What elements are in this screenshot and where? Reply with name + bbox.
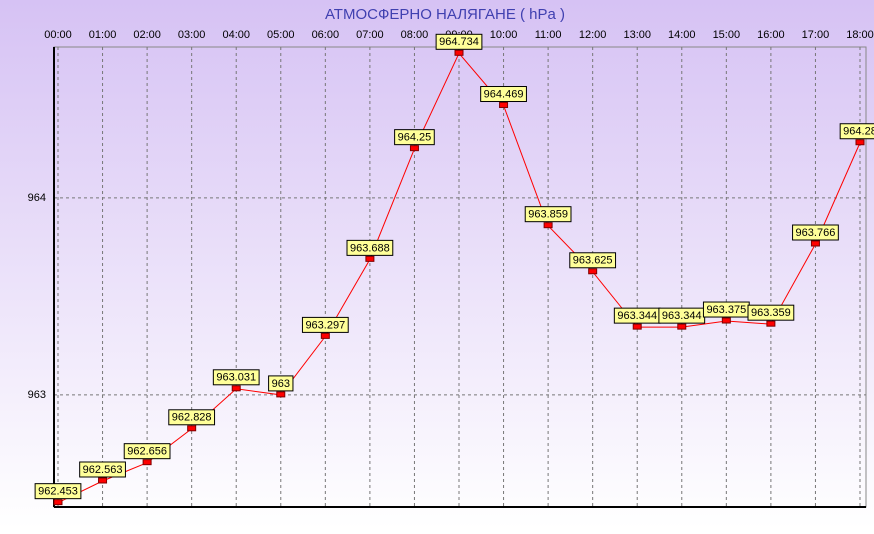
data-label-text: 963 bbox=[272, 378, 290, 390]
chart-title: АТМОСФЕРНО НАЛЯГАНЕ ( hPa ) bbox=[325, 6, 565, 23]
data-label-text: 963.344 bbox=[662, 310, 702, 322]
x-tick-label: 04:00 bbox=[222, 29, 250, 41]
data-label: 963.859 bbox=[524, 206, 572, 223]
x-tick-label: 14:00 bbox=[668, 29, 696, 41]
x-tick-label: 06:00 bbox=[312, 29, 340, 41]
data-label-text: 963.766 bbox=[796, 227, 836, 239]
x-tick-label: 00:00 bbox=[44, 29, 72, 41]
data-label-box bbox=[839, 123, 874, 140]
data-label: 963.344 bbox=[613, 307, 661, 324]
data-label-text: 963.625 bbox=[573, 255, 613, 267]
marker bbox=[98, 477, 108, 484]
data-label: 963.031 bbox=[212, 369, 260, 386]
data-label: 962.563 bbox=[79, 461, 126, 478]
marker bbox=[855, 139, 865, 146]
x-tick-label: 05:00 bbox=[267, 29, 295, 41]
y-tick-label: 963 bbox=[28, 389, 46, 401]
data-label-text: 962.563 bbox=[83, 464, 123, 476]
marker bbox=[721, 317, 731, 324]
data-label: 964.469 bbox=[480, 86, 527, 103]
data-label: 963.766 bbox=[792, 224, 839, 241]
x-tick-label: 03:00 bbox=[178, 29, 206, 41]
marker bbox=[53, 499, 63, 506]
marker bbox=[588, 268, 598, 275]
marker bbox=[766, 320, 776, 327]
x-tick-label: 01:00 bbox=[89, 29, 117, 41]
data-label-text: 963.375 bbox=[706, 304, 746, 316]
x-tick-label: 18:00 bbox=[846, 29, 874, 41]
data-label: 963.375 bbox=[702, 301, 750, 318]
data-label-text: 962.656 bbox=[127, 446, 167, 458]
data-label-text: 964.469 bbox=[484, 88, 524, 100]
data-label-box bbox=[123, 443, 171, 460]
x-tick-label: 16:00 bbox=[757, 29, 785, 41]
data-label: 963.344 bbox=[658, 307, 706, 324]
data-label-box bbox=[394, 129, 435, 146]
data-label-box bbox=[747, 304, 795, 321]
data-label-text: 964.28 bbox=[843, 126, 874, 138]
data-label: 962.828 bbox=[168, 409, 216, 426]
data-label: 964.25 bbox=[394, 129, 435, 146]
data-label-box bbox=[79, 461, 126, 478]
data-label-text: 963.344 bbox=[617, 310, 657, 322]
data-label: 963.359 bbox=[747, 304, 795, 321]
marker bbox=[365, 255, 375, 262]
data-label-text: 963.359 bbox=[751, 307, 791, 319]
data-label: 964.28 bbox=[839, 123, 874, 140]
marker bbox=[320, 332, 330, 339]
marker bbox=[543, 222, 553, 229]
marker bbox=[499, 102, 509, 109]
data-label-box bbox=[569, 252, 617, 269]
data-label-text: 962.453 bbox=[38, 486, 78, 498]
data-label: 963 bbox=[268, 375, 294, 392]
data-label-box bbox=[301, 316, 349, 333]
x-tick-label: 07:00 bbox=[356, 29, 384, 41]
marker bbox=[632, 323, 642, 330]
data-label-text: 964.734 bbox=[439, 36, 479, 48]
data-label-text: 963.859 bbox=[528, 209, 568, 221]
x-tick-label: 13:00 bbox=[623, 29, 651, 41]
marker bbox=[677, 323, 687, 330]
data-label: 964.734 bbox=[435, 33, 483, 50]
data-label: 963.297 bbox=[301, 316, 349, 333]
data-label-box bbox=[212, 369, 260, 386]
x-tick-label: 08:00 bbox=[401, 29, 429, 41]
x-tick-label: 10:00 bbox=[490, 29, 518, 41]
data-label-box bbox=[346, 239, 394, 256]
marker bbox=[409, 145, 419, 152]
data-label-box bbox=[168, 409, 216, 426]
x-tick-label: 17:00 bbox=[802, 29, 830, 41]
data-label-text: 963.688 bbox=[350, 242, 390, 254]
y-tick-label: 964 bbox=[28, 192, 46, 204]
data-label: 962.656 bbox=[123, 443, 171, 460]
x-tick-label: 02:00 bbox=[133, 29, 161, 41]
x-tick-label: 11:00 bbox=[535, 29, 562, 41]
data-label-text: 964.25 bbox=[398, 132, 432, 144]
marker bbox=[454, 49, 464, 56]
x-tick-label: 15:00 bbox=[713, 29, 741, 41]
data-label-box bbox=[268, 375, 294, 392]
data-label-box bbox=[480, 86, 527, 103]
data-label: 963.688 bbox=[346, 239, 394, 256]
data-label: 962.453 bbox=[34, 483, 82, 500]
marker bbox=[810, 240, 820, 247]
data-label: 963.625 bbox=[569, 252, 617, 269]
data-label-text: 963.031 bbox=[216, 372, 256, 384]
data-label-text: 963.297 bbox=[305, 319, 345, 331]
marker bbox=[276, 391, 286, 398]
data-label-box bbox=[34, 483, 82, 500]
marker bbox=[142, 459, 152, 466]
x-tick-label: 12:00 bbox=[579, 29, 607, 41]
marker bbox=[187, 425, 197, 432]
data-label-box bbox=[435, 33, 483, 50]
data-label-text: 962.828 bbox=[172, 412, 212, 424]
data-label-box bbox=[792, 224, 839, 241]
marker bbox=[231, 385, 241, 392]
data-label-box bbox=[524, 206, 572, 223]
